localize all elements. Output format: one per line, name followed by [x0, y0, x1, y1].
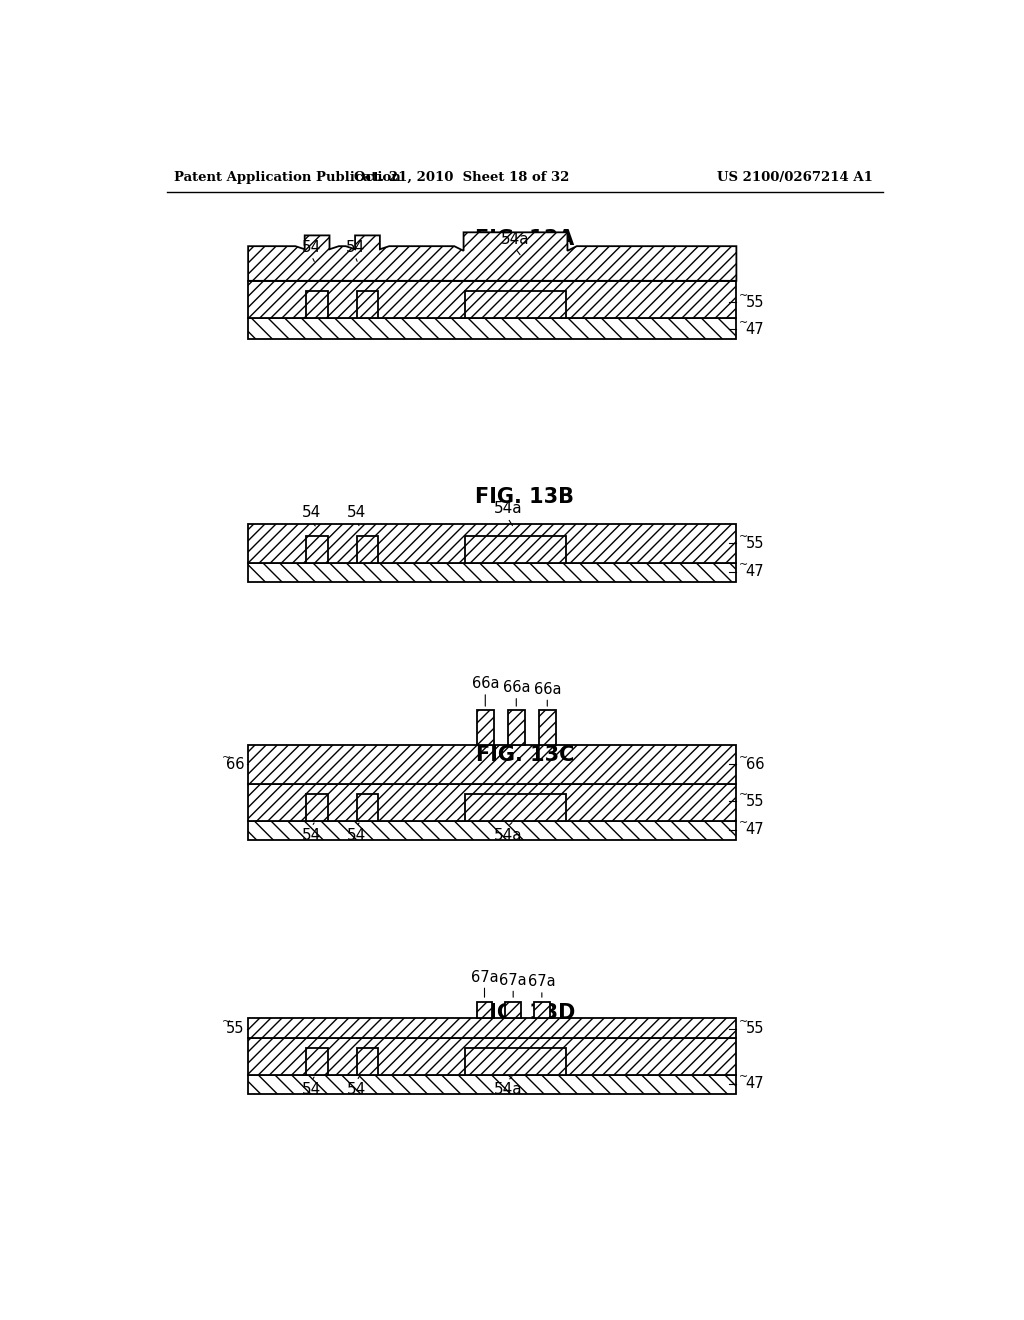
Text: ~: ~: [738, 818, 748, 829]
Bar: [248, 524, 736, 562]
Bar: [248, 318, 736, 339]
Bar: [465, 536, 566, 562]
Polygon shape: [248, 232, 736, 281]
Text: 67a: 67a: [471, 970, 499, 985]
Text: ~: ~: [738, 561, 748, 570]
Text: 47: 47: [745, 565, 764, 579]
Text: Oct. 21, 2010  Sheet 18 of 32: Oct. 21, 2010 Sheet 18 of 32: [353, 172, 569, 185]
Text: 54a: 54a: [494, 502, 522, 516]
Text: 47: 47: [745, 322, 764, 337]
Text: 54: 54: [345, 240, 365, 255]
Bar: [477, 710, 494, 744]
Text: ~: ~: [222, 752, 231, 763]
Text: 66a: 66a: [534, 681, 561, 697]
Text: 66: 66: [745, 756, 764, 772]
Text: 54: 54: [347, 829, 367, 843]
Bar: [356, 793, 378, 821]
Text: 54a: 54a: [494, 1082, 522, 1097]
Text: 47: 47: [745, 822, 764, 837]
Text: 55: 55: [745, 1020, 764, 1036]
Text: 66a: 66a: [503, 680, 530, 696]
Bar: [306, 793, 328, 821]
Text: 55: 55: [745, 793, 764, 809]
Text: FIG. 13C: FIG. 13C: [475, 746, 574, 766]
Bar: [248, 281, 736, 318]
Text: FIG. 13A: FIG. 13A: [475, 230, 574, 249]
Bar: [306, 290, 328, 318]
Bar: [248, 821, 736, 840]
Text: 66: 66: [225, 756, 245, 772]
Bar: [465, 793, 566, 821]
Text: 47: 47: [745, 1076, 764, 1092]
Text: 54: 54: [302, 829, 322, 843]
Bar: [465, 1048, 566, 1074]
Text: Patent Application Publication: Patent Application Publication: [174, 172, 401, 185]
Text: ~: ~: [738, 789, 748, 800]
Text: ~: ~: [738, 1072, 748, 1082]
Bar: [306, 1048, 328, 1074]
Text: ~: ~: [738, 1016, 748, 1027]
Text: FIG. 13D: FIG. 13D: [474, 1003, 575, 1023]
Bar: [248, 562, 736, 582]
Text: ~: ~: [738, 752, 748, 763]
Text: 55: 55: [745, 294, 764, 310]
Bar: [477, 1002, 493, 1019]
Bar: [356, 1048, 378, 1074]
Bar: [508, 710, 524, 744]
Text: FIG. 13B: FIG. 13B: [475, 487, 574, 507]
Bar: [306, 536, 328, 562]
Text: 55: 55: [745, 536, 764, 550]
Bar: [248, 744, 736, 784]
Text: 54: 54: [302, 240, 322, 255]
Text: 67a: 67a: [500, 973, 527, 987]
Text: 54a: 54a: [494, 829, 522, 843]
Text: ~: ~: [222, 1016, 231, 1027]
Text: US 2100/0267214 A1: US 2100/0267214 A1: [717, 172, 872, 185]
Text: 54: 54: [302, 506, 322, 520]
Bar: [506, 1002, 521, 1019]
Bar: [356, 536, 378, 562]
Text: 67a: 67a: [528, 974, 556, 989]
Text: 54a: 54a: [501, 232, 529, 247]
Bar: [248, 1019, 736, 1038]
Text: 54: 54: [347, 506, 367, 520]
Text: ~: ~: [738, 532, 748, 543]
Bar: [248, 784, 736, 821]
Bar: [356, 290, 378, 318]
Text: ~: ~: [738, 290, 748, 301]
Bar: [535, 1002, 550, 1019]
Text: ~: ~: [738, 318, 748, 327]
Bar: [248, 1038, 736, 1074]
Text: 66a: 66a: [471, 676, 499, 692]
Bar: [465, 290, 566, 318]
Bar: [248, 1074, 736, 1094]
Text: 54: 54: [302, 1082, 322, 1097]
Bar: [539, 710, 556, 744]
Text: 55: 55: [225, 1020, 245, 1036]
Text: 54: 54: [347, 1082, 367, 1097]
